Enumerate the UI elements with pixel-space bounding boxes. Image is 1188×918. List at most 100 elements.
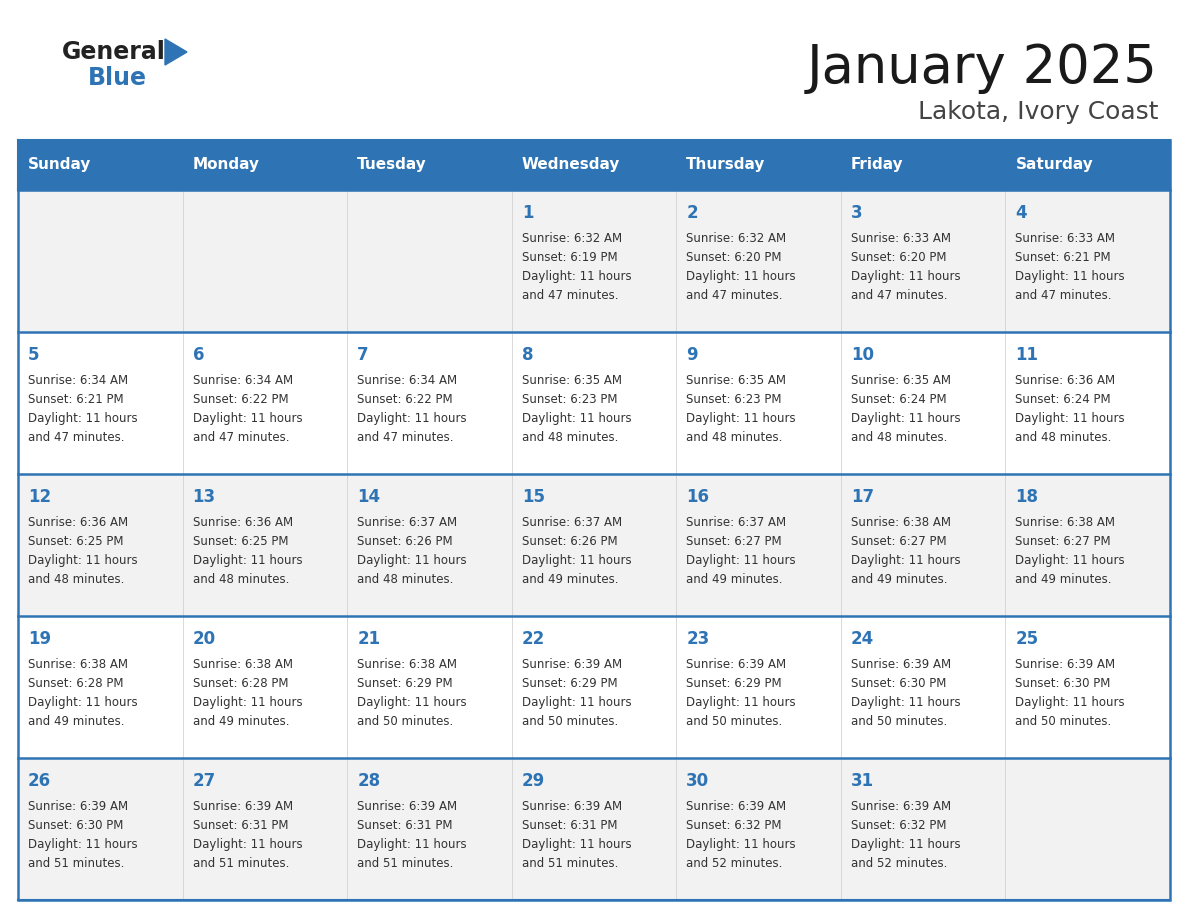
Text: Sunday: Sunday [29,158,91,173]
Text: Sunset: 6:22 PM: Sunset: 6:22 PM [358,393,453,406]
Text: Daylight: 11 hours: Daylight: 11 hours [358,412,467,425]
Text: Sunrise: 6:34 AM: Sunrise: 6:34 AM [358,374,457,387]
Text: Sunset: 6:30 PM: Sunset: 6:30 PM [851,677,946,690]
Text: 11: 11 [1016,346,1038,364]
Text: Sunrise: 6:38 AM: Sunrise: 6:38 AM [192,658,292,671]
Text: Friday: Friday [851,158,904,173]
Text: 1: 1 [522,204,533,222]
Text: Sunset: 6:32 PM: Sunset: 6:32 PM [851,819,947,832]
Text: 18: 18 [1016,488,1038,506]
Text: Monday: Monday [192,158,259,173]
Text: 16: 16 [687,488,709,506]
Text: Sunset: 6:32 PM: Sunset: 6:32 PM [687,819,782,832]
Text: Sunrise: 6:39 AM: Sunrise: 6:39 AM [29,800,128,813]
Text: Sunset: 6:28 PM: Sunset: 6:28 PM [29,677,124,690]
Text: 20: 20 [192,630,216,648]
Text: 24: 24 [851,630,874,648]
Text: and 47 minutes.: and 47 minutes. [192,431,289,444]
Text: Sunrise: 6:38 AM: Sunrise: 6:38 AM [29,658,128,671]
Bar [18,474,1170,616]
Text: Sunset: 6:29 PM: Sunset: 6:29 PM [522,677,618,690]
Text: Sunrise: 6:36 AM: Sunrise: 6:36 AM [192,516,292,529]
Text: and 48 minutes.: and 48 minutes. [192,573,289,586]
Text: 14: 14 [358,488,380,506]
Text: Sunset: 6:27 PM: Sunset: 6:27 PM [1016,535,1111,548]
Text: and 48 minutes.: and 48 minutes. [522,431,618,444]
Text: Sunrise: 6:38 AM: Sunrise: 6:38 AM [358,658,457,671]
Text: Sunrise: 6:37 AM: Sunrise: 6:37 AM [358,516,457,529]
Text: Sunrise: 6:33 AM: Sunrise: 6:33 AM [1016,232,1116,245]
Text: Daylight: 11 hours: Daylight: 11 hours [851,412,960,425]
Text: Sunset: 6:25 PM: Sunset: 6:25 PM [192,535,287,548]
Text: and 50 minutes.: and 50 minutes. [1016,715,1112,728]
Text: Thursday: Thursday [687,158,765,173]
Text: and 47 minutes.: and 47 minutes. [358,431,454,444]
Text: 12: 12 [29,488,51,506]
Text: Sunrise: 6:39 AM: Sunrise: 6:39 AM [851,800,950,813]
Text: and 49 minutes.: and 49 minutes. [29,715,125,728]
Text: 3: 3 [851,204,862,222]
Text: 27: 27 [192,772,216,790]
Text: Sunset: 6:21 PM: Sunset: 6:21 PM [1016,251,1111,264]
Text: and 47 minutes.: and 47 minutes. [522,289,618,302]
Text: Sunrise: 6:32 AM: Sunrise: 6:32 AM [522,232,621,245]
Text: and 49 minutes.: and 49 minutes. [1016,573,1112,586]
Text: Sunset: 6:27 PM: Sunset: 6:27 PM [851,535,947,548]
Text: 4: 4 [1016,204,1028,222]
Text: and 48 minutes.: and 48 minutes. [29,573,125,586]
Text: Daylight: 11 hours: Daylight: 11 hours [522,554,631,567]
Text: Sunset: 6:20 PM: Sunset: 6:20 PM [687,251,782,264]
Text: Daylight: 11 hours: Daylight: 11 hours [851,554,960,567]
Text: Sunset: 6:30 PM: Sunset: 6:30 PM [1016,677,1111,690]
Bar [18,140,1170,190]
Text: Sunset: 6:25 PM: Sunset: 6:25 PM [29,535,124,548]
Text: Wednesday: Wednesday [522,158,620,173]
Text: Sunrise: 6:35 AM: Sunrise: 6:35 AM [851,374,950,387]
Text: Daylight: 11 hours: Daylight: 11 hours [192,554,302,567]
Text: Daylight: 11 hours: Daylight: 11 hours [192,412,302,425]
Text: Daylight: 11 hours: Daylight: 11 hours [29,412,138,425]
Text: Sunrise: 6:32 AM: Sunrise: 6:32 AM [687,232,786,245]
Bar [18,140,1170,900]
Bar [18,332,1170,474]
Polygon shape [165,39,187,65]
Text: and 50 minutes.: and 50 minutes. [522,715,618,728]
Text: Sunrise: 6:38 AM: Sunrise: 6:38 AM [851,516,950,529]
Text: Daylight: 11 hours: Daylight: 11 hours [1016,696,1125,709]
Text: 29: 29 [522,772,545,790]
Text: and 51 minutes.: and 51 minutes. [358,857,454,870]
Text: Sunrise: 6:35 AM: Sunrise: 6:35 AM [522,374,621,387]
Bar [18,758,1170,900]
Text: and 50 minutes.: and 50 minutes. [358,715,454,728]
Text: Sunrise: 6:39 AM: Sunrise: 6:39 AM [687,800,786,813]
Text: 2: 2 [687,204,697,222]
Text: and 49 minutes.: and 49 minutes. [192,715,289,728]
Text: Sunrise: 6:39 AM: Sunrise: 6:39 AM [522,800,621,813]
Text: Sunset: 6:31 PM: Sunset: 6:31 PM [192,819,287,832]
Text: and 49 minutes.: and 49 minutes. [522,573,618,586]
Text: Sunset: 6:29 PM: Sunset: 6:29 PM [687,677,782,690]
Text: Sunrise: 6:37 AM: Sunrise: 6:37 AM [687,516,786,529]
Text: Daylight: 11 hours: Daylight: 11 hours [29,838,138,851]
Text: Daylight: 11 hours: Daylight: 11 hours [358,838,467,851]
Text: and 51 minutes.: and 51 minutes. [29,857,125,870]
Text: Daylight: 11 hours: Daylight: 11 hours [687,838,796,851]
Text: Daylight: 11 hours: Daylight: 11 hours [1016,270,1125,283]
Text: and 48 minutes.: and 48 minutes. [1016,431,1112,444]
Text: 21: 21 [358,630,380,648]
Text: Daylight: 11 hours: Daylight: 11 hours [851,696,960,709]
Text: Sunrise: 6:37 AM: Sunrise: 6:37 AM [522,516,621,529]
Text: Sunset: 6:22 PM: Sunset: 6:22 PM [192,393,289,406]
Text: and 48 minutes.: and 48 minutes. [358,573,454,586]
Text: and 48 minutes.: and 48 minutes. [851,431,947,444]
Text: and 51 minutes.: and 51 minutes. [522,857,618,870]
Text: Sunrise: 6:39 AM: Sunrise: 6:39 AM [192,800,292,813]
Text: Sunset: 6:21 PM: Sunset: 6:21 PM [29,393,124,406]
Text: Sunrise: 6:35 AM: Sunrise: 6:35 AM [687,374,786,387]
Text: Daylight: 11 hours: Daylight: 11 hours [687,270,796,283]
Text: Daylight: 11 hours: Daylight: 11 hours [851,838,960,851]
Text: Sunrise: 6:36 AM: Sunrise: 6:36 AM [1016,374,1116,387]
Text: January 2025: January 2025 [807,42,1158,94]
Text: Daylight: 11 hours: Daylight: 11 hours [358,554,467,567]
Text: Blue: Blue [88,66,147,90]
